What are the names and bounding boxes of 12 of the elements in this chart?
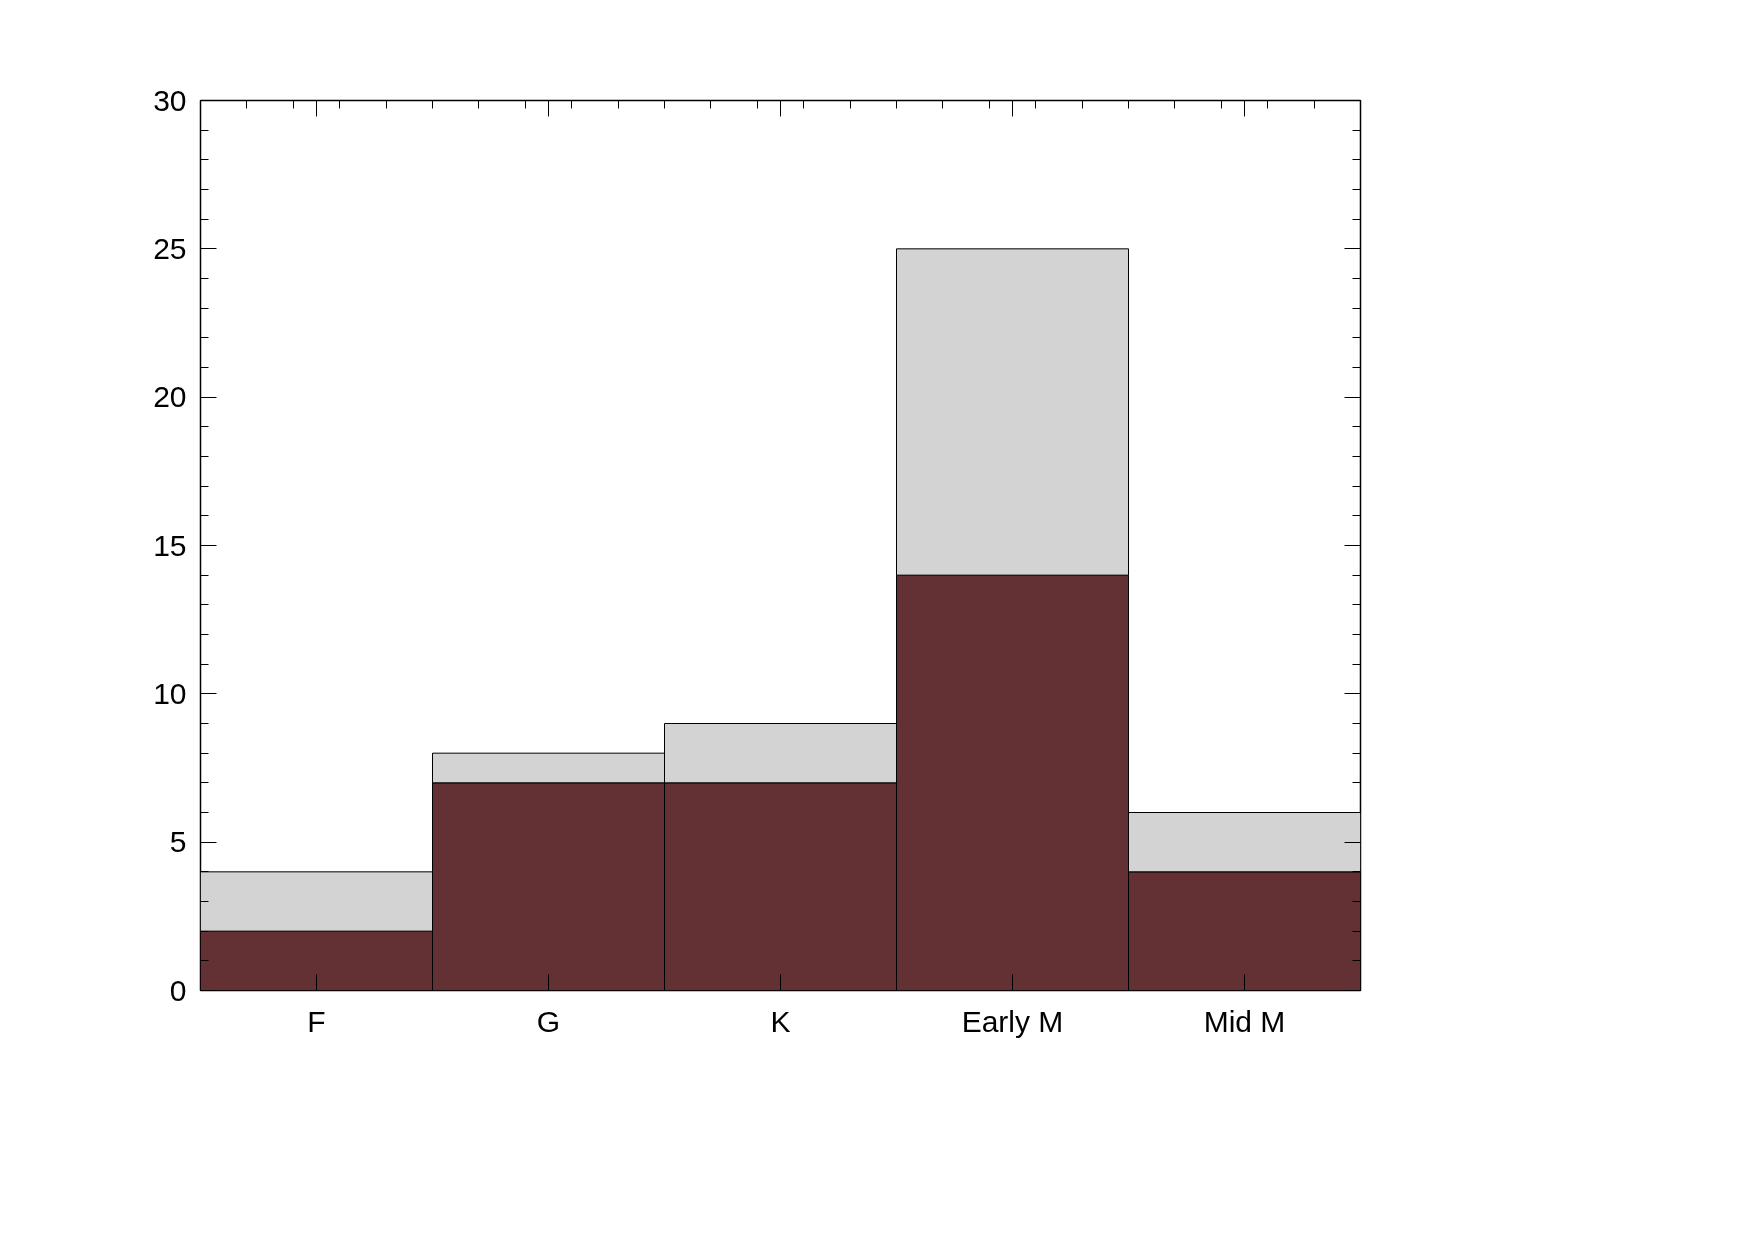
x-tick-label: Early M <box>961 1004 1064 1038</box>
y-tick-label: 10 <box>153 676 187 710</box>
y-tick-label: 0 <box>169 973 187 1007</box>
y-tick-label: 15 <box>153 528 187 562</box>
x-tick-label: F <box>307 1004 326 1038</box>
x-tick-label: K <box>770 1004 791 1038</box>
y-tick-label: 30 <box>153 83 187 117</box>
y-tick-label: 25 <box>153 231 187 265</box>
y-tick-label: 5 <box>169 825 187 859</box>
x-tick-label: G <box>536 1004 561 1038</box>
x-tick-label: Mid M <box>1203 1004 1286 1038</box>
y-tick-label: 20 <box>153 380 187 414</box>
